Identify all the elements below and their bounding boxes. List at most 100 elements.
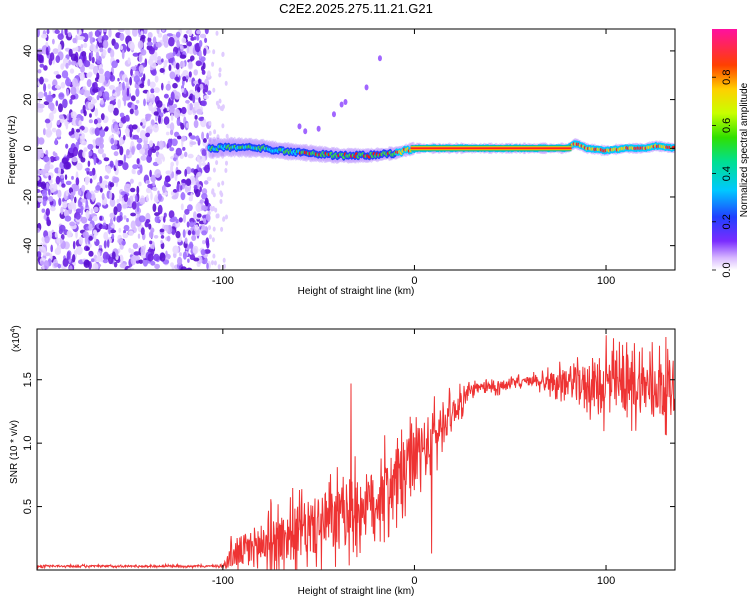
noise-dot [195,60,202,67]
snr-series-line [37,335,675,570]
noise-dot [208,120,212,126]
noise-dot [154,169,162,178]
noise-dot [82,231,89,239]
noise-dot [180,135,187,142]
noise-dot [201,131,205,140]
noise-dot [179,60,186,68]
noise-dot [165,250,168,257]
noise-dot [153,235,159,239]
noise-dot [113,261,118,268]
noise-dot [93,206,99,213]
noise-dot [100,187,103,193]
noise-dot [201,162,207,167]
noise-dot [201,205,208,211]
noise-dot [154,56,158,65]
noise-dot [37,29,40,38]
noise-dot [222,216,226,222]
noise-dot [116,203,122,213]
noise-dot [178,217,183,223]
noise-dot [126,87,130,97]
noise-dot [204,29,209,35]
noise-dot [81,184,86,192]
snr-frame [36,328,676,571]
noise-dot [90,51,94,58]
noise-dot [154,75,159,83]
noise-dot [150,260,156,266]
noise-dot [97,118,102,124]
noise-dot [83,60,91,68]
noise-dot [100,85,105,93]
noise-dot [220,192,224,198]
noise-dot [196,108,203,115]
noise-dot [78,120,82,127]
noise-dot [160,240,163,244]
noise-dot [80,198,87,203]
noise-dot [182,251,187,260]
noise-dot [119,146,124,156]
track-side-blob [331,111,336,118]
noise-dot [187,258,190,263]
noise-dot [89,43,96,52]
noise-dot [65,143,69,149]
noise-dot [175,62,180,70]
noise-dot [72,77,78,88]
noise-dot [85,199,89,208]
spectrogram-panel: -100 0 100 -40 -20 0 20 40 Height of straight … [7,28,676,297]
noise-dot [111,233,115,240]
noise-dot [138,53,143,63]
noise-dot [166,33,173,37]
noise-dot [225,214,228,220]
noise-dot [94,107,99,117]
noise-dot [207,210,211,216]
noise-dot [109,229,117,234]
noise-dot [154,212,160,217]
noise-dot [93,156,97,166]
noise-dot [221,51,225,57]
noise-dot [130,69,133,76]
noise-dot [53,71,59,75]
colorbar-tick-label: 0.4 [721,166,733,181]
noise-dot [189,103,193,111]
noise-dot [130,95,136,102]
noise-dot [184,151,188,158]
noise-dot [67,31,72,38]
noise-dot [152,203,157,212]
noise-dot [137,40,144,50]
noise-dot [40,260,44,266]
noise-dot [109,217,113,227]
noise-dot [104,175,109,180]
noise-dot [177,135,182,140]
noise-dot [124,114,130,122]
noise-dot [92,215,98,222]
noise-dot [224,80,228,86]
noise-dot [103,231,109,241]
noise-dot [193,119,199,129]
noise-dot [225,133,229,139]
noise-dot [171,138,178,147]
noise-dot [132,169,136,175]
noise-dot [134,84,139,89]
noise-dot [102,39,109,49]
noise-dot [161,29,165,32]
noise-dot [127,57,131,65]
noise-dot [65,189,69,197]
noise-dot [88,235,93,241]
noise-dot [109,191,113,200]
noise-dot [87,95,93,101]
noise-dot [133,251,141,256]
noise-dot [187,230,192,236]
noise-dot [71,183,79,190]
noise-dot [45,46,49,56]
noise-dot [119,32,125,42]
noise-dot [132,242,139,250]
noise-dot [37,251,42,258]
noise-dot [80,157,86,163]
noise-dot [205,237,210,246]
noise-dot [189,89,194,95]
snr-y-tick-label: 1.0 [22,436,34,451]
snr-multiplier-label: (x104) [10,325,22,352]
noise-dot [168,36,175,47]
noise-dot [172,189,178,193]
noise-dot [105,165,112,173]
noise-dot [131,146,135,155]
